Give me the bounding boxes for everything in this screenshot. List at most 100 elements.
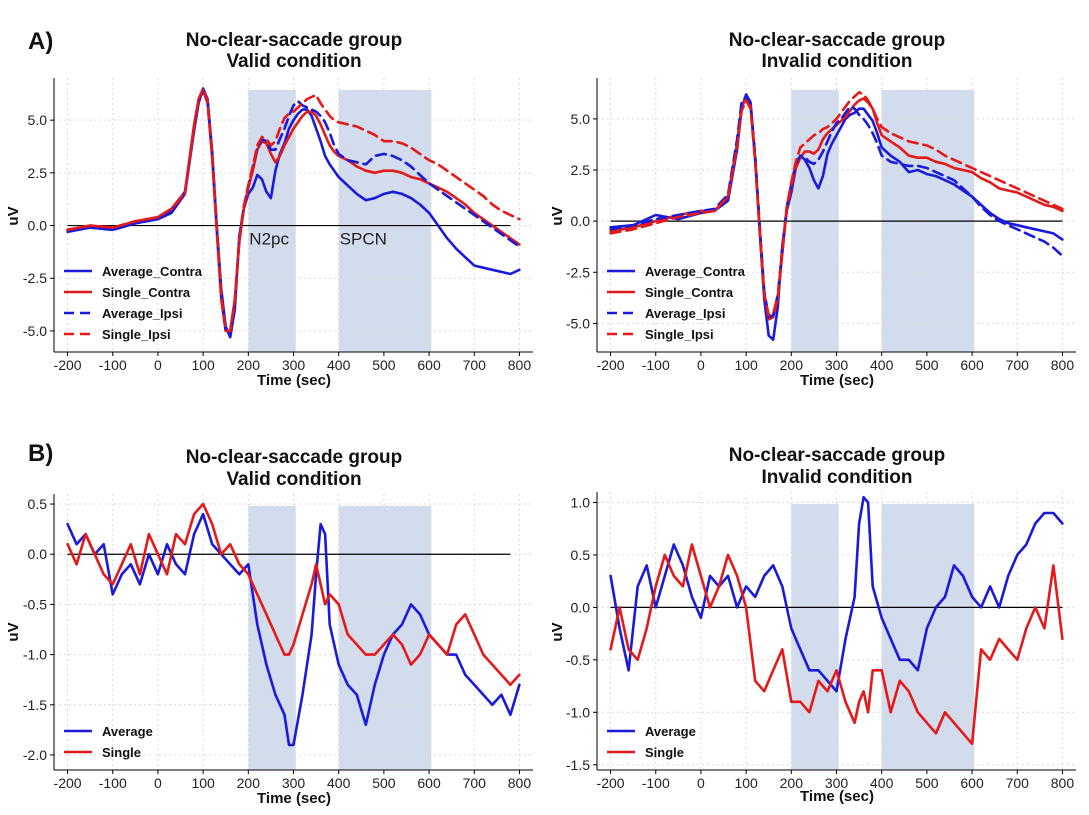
legend-label: Single_Contra	[645, 285, 734, 300]
legend-label: Single_Ipsi	[645, 327, 714, 342]
panel-label-a: A)	[28, 28, 53, 55]
y-tick-label: -2.5	[23, 270, 47, 286]
chart-b-valid: No-clear-saccade group Valid condition T…	[5, 447, 533, 807]
y-axis-label: uV	[5, 206, 22, 225]
y-tick-label: -5.0	[566, 315, 590, 331]
chart-a-invalid: No-clear-saccade group Invalid condition…	[549, 30, 1076, 389]
legend-label: Average_Contra	[102, 264, 203, 279]
x-tick-label: 200	[237, 357, 261, 373]
x-tick-label: 800	[1051, 357, 1075, 373]
series-line	[609, 95, 1064, 319]
x-tick-label: 100	[734, 357, 758, 373]
x-axis-label: Time (sec)	[257, 790, 331, 807]
y-tick-label: -1.5	[23, 697, 47, 713]
y-axis-label: uV	[549, 622, 566, 641]
y-tick-label: -5.0	[23, 323, 47, 339]
x-tick-label: -200	[54, 775, 82, 791]
x-tick-label: 200	[237, 775, 261, 791]
shaded-window	[248, 506, 296, 770]
x-tick-label: -200	[54, 357, 82, 373]
y-tick-label: -2.5	[566, 264, 590, 280]
x-tick-label: 300	[282, 357, 306, 373]
y-tick-label: 0.0	[571, 599, 591, 615]
x-tick-label: 500	[372, 775, 396, 791]
x-tick-label: 300	[825, 775, 849, 791]
x-tick-label: 0	[697, 357, 705, 373]
x-tick-label: -100	[99, 357, 127, 373]
y-tick-label: 0.0	[28, 546, 48, 562]
y-tick-label: 5.0	[571, 111, 591, 127]
x-tick-label: 400	[870, 357, 894, 373]
series-line	[609, 543, 1064, 746]
x-tick-label: 600	[960, 775, 984, 791]
y-tick-label: -1.5	[566, 757, 590, 773]
legend-label: Average	[102, 724, 153, 739]
x-tick-label: 100	[191, 357, 215, 373]
legend-label: Average	[645, 724, 696, 739]
y-axis-label: uV	[5, 622, 22, 641]
x-tick-label: 700	[463, 357, 487, 373]
x-tick-label: 600	[417, 357, 441, 373]
x-tick-label: 600	[960, 357, 984, 373]
x-tick-label: 800	[508, 775, 532, 791]
x-tick-label: 200	[780, 775, 804, 791]
y-tick-label: -1.0	[23, 647, 47, 663]
y-tick-label: 2.5	[28, 165, 48, 181]
y-tick-label: -0.5	[23, 596, 47, 612]
y-tick-label: 0.5	[571, 547, 591, 563]
y-tick-label: -0.5	[566, 652, 590, 668]
x-tick-label: 500	[915, 775, 939, 791]
series-line	[609, 495, 1064, 693]
chart-subtitle: Valid condition	[226, 469, 361, 490]
y-tick-label: 5.0	[28, 112, 48, 128]
x-tick-label: -200	[597, 357, 625, 373]
y-tick-label: -1.0	[566, 704, 590, 720]
x-tick-label: 700	[1006, 775, 1030, 791]
chart-a-valid: No-clear-saccade group Valid condition T…	[5, 30, 533, 389]
x-tick-label: -100	[642, 357, 670, 373]
y-tick-label: 2.5	[571, 162, 591, 178]
y-tick-label: -2.0	[23, 747, 47, 763]
x-tick-label: 800	[508, 357, 532, 373]
x-axis-label: Time (sec)	[800, 372, 874, 389]
series-line	[66, 87, 521, 333]
x-tick-label: 700	[1006, 357, 1030, 373]
series-line	[66, 502, 521, 686]
x-tick-label: 800	[1051, 775, 1075, 791]
chart-subtitle: Invalid condition	[762, 467, 913, 488]
chart-title: No-clear-saccade group	[186, 447, 402, 468]
chart-title: No-clear-saccade group	[729, 30, 945, 51]
chart-title: No-clear-saccade group	[729, 445, 945, 466]
x-tick-label: 500	[915, 357, 939, 373]
x-tick-label: 400	[327, 775, 351, 791]
shaded-window	[791, 504, 839, 770]
x-tick-label: -200	[597, 775, 625, 791]
x-tick-label: 400	[327, 357, 351, 373]
x-tick-label: 0	[697, 775, 705, 791]
legend-label: Average_Ipsi	[645, 306, 725, 321]
x-tick-label: 300	[282, 775, 306, 791]
legend-label: Single	[102, 745, 141, 760]
x-tick-label: 700	[463, 775, 487, 791]
series-line	[609, 91, 1064, 317]
chart-subtitle: Invalid condition	[762, 51, 913, 72]
x-axis-label: Time (sec)	[257, 372, 331, 389]
x-tick-label: 300	[825, 357, 849, 373]
y-tick-label: 0.0	[28, 218, 48, 234]
x-tick-label: 400	[870, 775, 894, 791]
y-tick-label: 1.0	[571, 494, 591, 510]
x-tick-label: -100	[99, 775, 127, 791]
legend-label: Single_Contra	[102, 285, 191, 300]
x-axis-label: Time (sec)	[800, 788, 874, 805]
x-tick-label: 500	[372, 357, 396, 373]
panel-label-b: B)	[28, 440, 53, 467]
y-tick-label: 0.0	[571, 213, 591, 229]
chart-title: No-clear-saccade group	[186, 30, 402, 51]
x-tick-label: 600	[417, 775, 441, 791]
x-tick-label: 100	[191, 775, 215, 791]
x-tick-label: 0	[154, 775, 162, 791]
window-label: N2pc	[249, 230, 289, 249]
x-tick-label: -100	[642, 775, 670, 791]
shaded-window	[338, 506, 432, 770]
